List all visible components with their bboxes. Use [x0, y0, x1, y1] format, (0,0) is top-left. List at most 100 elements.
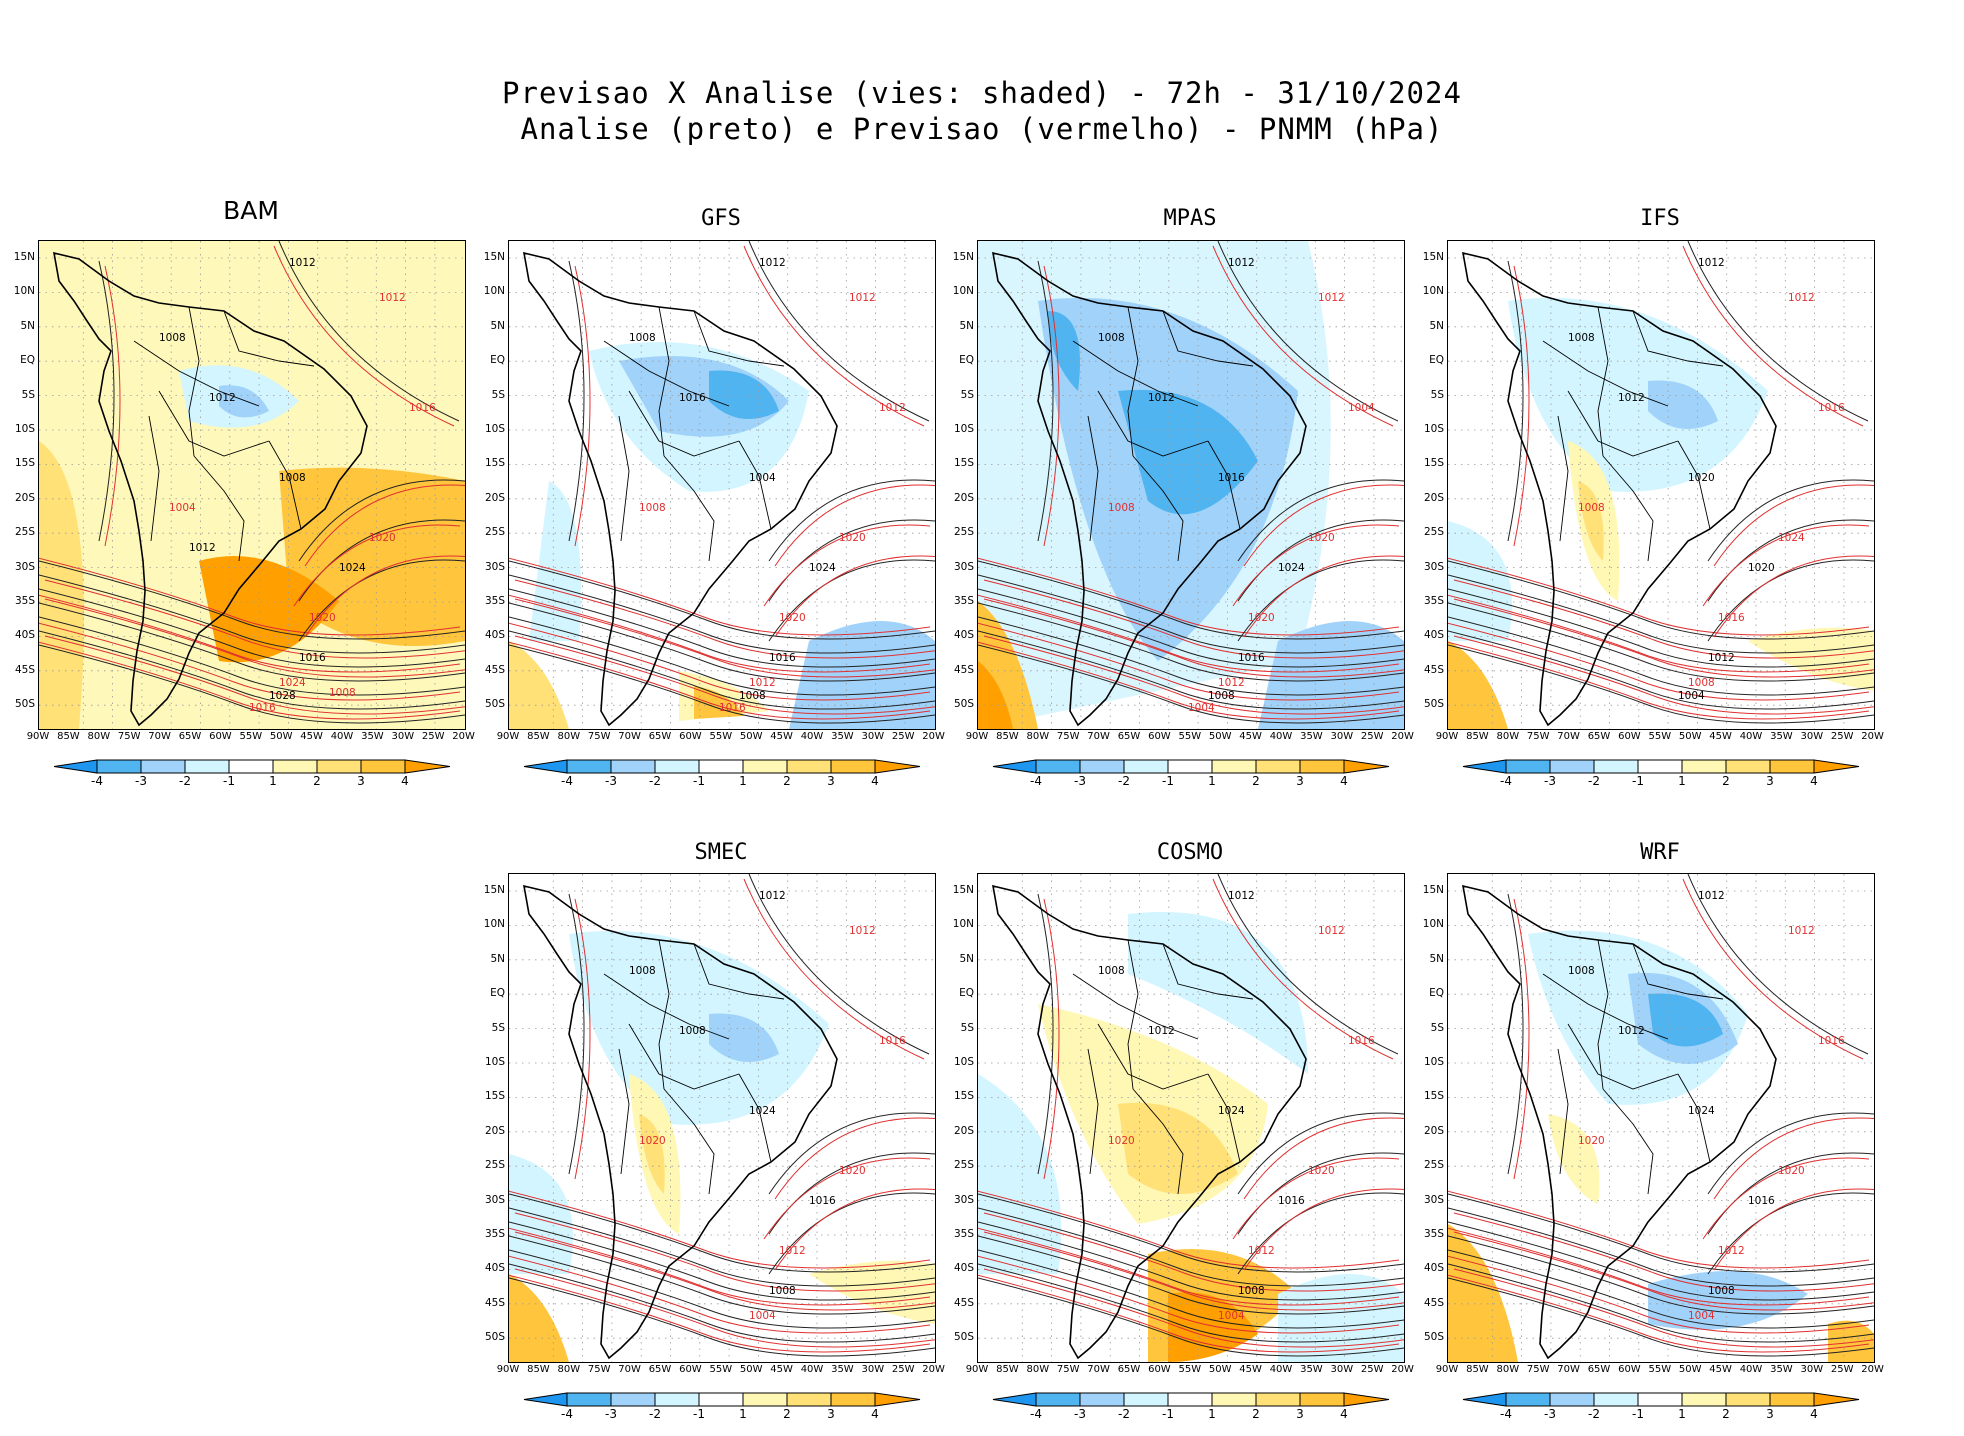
- lon-tick-label: 50W: [1678, 1364, 1702, 1375]
- forecast-isobar: [1448, 557, 1870, 636]
- lon-tick-label: 25W: [1830, 1364, 1854, 1375]
- colorbar-segment: [654, 759, 700, 774]
- analysis-isobar: [298, 559, 465, 642]
- lon-tick-label: 65W: [648, 731, 672, 742]
- colorbar-segment: [1035, 759, 1081, 774]
- colorbar-label: -1: [1162, 774, 1174, 788]
- colorbar-label: 4: [1340, 1407, 1348, 1421]
- analysis-isobar: [509, 560, 935, 640]
- isobar-label: 1012: [1718, 1245, 1745, 1257]
- colorbar-segment: [1637, 1392, 1683, 1407]
- colorbar-label: 4: [871, 774, 879, 788]
- analysis-isobar: [1237, 559, 1404, 642]
- forecast-isobar: [39, 641, 461, 720]
- colorbar-label: -2: [649, 1407, 661, 1421]
- colorbar-segment: [992, 759, 1037, 774]
- country-border: [1087, 415, 1099, 542]
- colorbar-segment: [1255, 759, 1301, 774]
- lat-tick-label: 40S: [14, 629, 35, 642]
- lat-tick-label: 15N: [952, 251, 974, 263]
- country-border: [1602, 1088, 1654, 1195]
- analysis-isobar: [1707, 1112, 1874, 1195]
- lat-tick-label: 30S: [1423, 1193, 1444, 1206]
- lon-tick-label: 30W: [861, 1364, 885, 1375]
- figure-title-line2: Analise (preto) e Previsao (vermelho) - …: [520, 112, 1444, 146]
- colorbar-segment: [1769, 1392, 1815, 1407]
- lat-tick-label: EQ: [1429, 987, 1444, 1000]
- isobar-label: 1008: [329, 687, 356, 699]
- lat-tick-label: 25S: [14, 526, 35, 539]
- colorbar-segment: [184, 759, 230, 774]
- analysis-isobar: [509, 588, 935, 668]
- lon-tick-label: 45W: [1709, 1364, 1732, 1375]
- analysis-isobar: [1448, 588, 1874, 668]
- lat-tick-label: 5N: [490, 319, 505, 332]
- lon-tick-label: 25W: [1830, 731, 1854, 742]
- lon-tick-label: 60W: [1618, 731, 1641, 742]
- country-border: [1567, 1023, 1679, 1090]
- lon-tick-label: 55W: [709, 1364, 733, 1375]
- lon-tick-label: 75W: [587, 1364, 611, 1375]
- bias-shade: [1448, 641, 1508, 729]
- country-border: [1127, 939, 1139, 1090]
- forecast-isobar: [978, 1227, 1400, 1306]
- forecast-isobar: [1453, 598, 1874, 678]
- colorbar-segment: [1167, 1392, 1213, 1407]
- bias-shade: [978, 661, 1013, 729]
- map-svg: 1012 1012 1008 1016 1012 1020 1024 1020 1016 1012…: [978, 874, 1404, 1362]
- lon-tick-label: 85W: [57, 731, 80, 742]
- colorbar-segment: [1343, 759, 1390, 774]
- map-area: 1012 1012 1008 1012 1016 1008 1004 1020 1024 1020…: [508, 240, 936, 730]
- analysis-isobar: [768, 559, 935, 642]
- colorbar-label: -2: [649, 774, 661, 788]
- analysis-isobar: [1037, 893, 1054, 1175]
- bias-shade: [1648, 380, 1718, 429]
- lon-tick-label: 65W: [1587, 1364, 1611, 1375]
- lon-tick-label: 20W: [922, 731, 945, 742]
- lat-tick-label: 35S: [953, 1228, 974, 1240]
- colorbar-label: -2: [1118, 774, 1130, 788]
- analysis-isobar: [1448, 602, 1874, 682]
- lon-tick-label: 65W: [1117, 1364, 1141, 1375]
- isobar-label: 1016: [719, 702, 746, 714]
- colorbar-label: 2: [1252, 774, 1260, 788]
- isobar-label: 1024: [279, 677, 306, 689]
- forecast-isobar: [514, 598, 935, 678]
- country-border: [663, 1088, 715, 1195]
- colorbar-segment: [742, 759, 788, 774]
- colorbar-segment: [874, 759, 921, 774]
- forecast-isobar: [574, 898, 591, 1180]
- lon-tick-label: 60W: [1148, 1364, 1171, 1375]
- colorbar-segment: [360, 759, 406, 774]
- isobar-label: 1012: [1618, 1025, 1645, 1037]
- country-border: [1162, 943, 1254, 1000]
- analysis-isobar: [39, 588, 465, 668]
- analysis-isobar: [39, 644, 465, 724]
- analysis-isobar: [39, 574, 465, 654]
- map-area: 1012 1012 1008 1016 1012 1004 1008 1020 1024 1020…: [38, 240, 466, 730]
- lon-tick-label: 90W: [496, 1364, 520, 1375]
- lon-tick-label: 25W: [891, 1364, 915, 1375]
- colorbar-label: 1: [269, 774, 277, 788]
- map-svg: 1012 1012 1008 1016 1012 1020 1024 1020 1016 1012…: [1448, 874, 1874, 1362]
- forecast-isobar: [104, 265, 121, 547]
- country-border: [1542, 340, 1669, 407]
- lat-tick-label: 35S: [484, 1228, 505, 1240]
- forecast-isobar: [1043, 265, 1060, 547]
- analysis-isobar: [978, 644, 1404, 724]
- lon-tick-label: 70W: [148, 731, 171, 742]
- forecast-isobar: [1243, 1117, 1404, 1200]
- map-svg: 1012101210081004101210081016102010241020…: [978, 241, 1404, 729]
- colorbar-label: 1: [1678, 1407, 1686, 1421]
- analysis-isobar: [1448, 1235, 1874, 1315]
- lat-tick-label: 30S: [1423, 560, 1444, 573]
- analysis-isobar: [1237, 479, 1404, 562]
- colorbar-segment: [1079, 1392, 1125, 1407]
- bias-shade: [529, 481, 581, 641]
- isobar-label: 1024: [809, 562, 836, 574]
- lat-tick-label: 30S: [953, 560, 974, 573]
- colorbar-label: 1: [1208, 774, 1216, 788]
- analysis-isobar: [1448, 574, 1874, 654]
- isobar-label: 1012: [749, 677, 776, 689]
- isobar-label: 1004: [749, 1310, 776, 1322]
